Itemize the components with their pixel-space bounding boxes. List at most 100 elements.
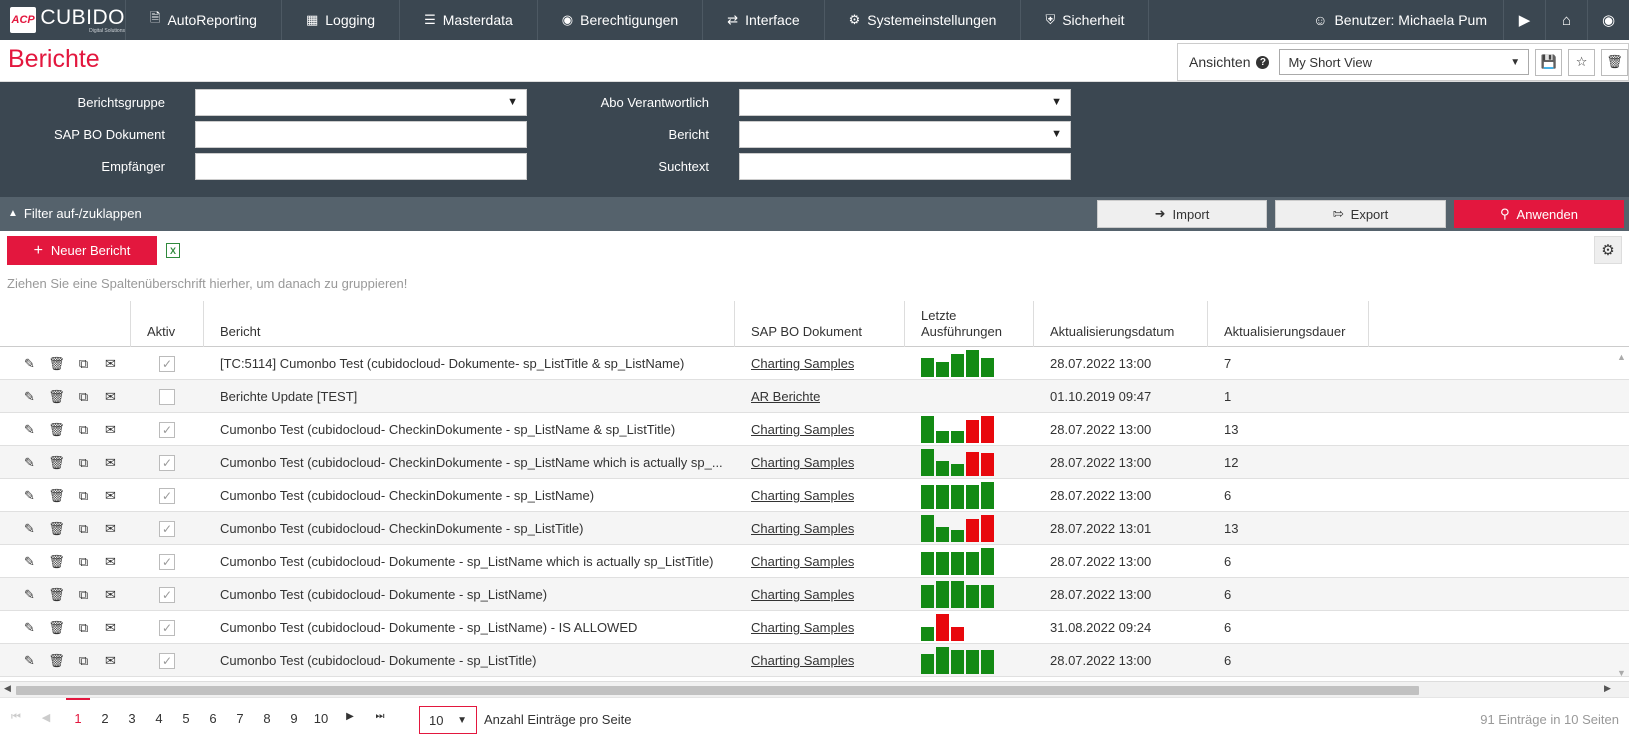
trash-icon[interactable]: 🗑 — [48, 388, 65, 404]
trash-icon[interactable]: 🗑 — [48, 454, 65, 470]
run-bar-ok[interactable] — [936, 527, 949, 542]
nav-sicherheit[interactable]: ⛨ Sicherheit — [1020, 0, 1150, 40]
run-bar-ok[interactable] — [966, 485, 979, 509]
edit-icon[interactable]: ✎ — [24, 355, 35, 371]
copy-icon[interactable]: ⧉ — [78, 619, 89, 635]
run-bar-fail[interactable] — [951, 627, 964, 641]
sap-bo-link[interactable]: Charting Samples — [751, 521, 855, 536]
copy-icon[interactable]: ⧉ — [78, 520, 89, 536]
run-bar-ok[interactable] — [981, 548, 994, 575]
table-row[interactable]: ✎ 🗑 ⧉ ✉ ✓ Cumonbo Test (cubidocloud- Dokument… — [0, 578, 1629, 611]
scrollbar-thumb[interactable] — [16, 686, 1419, 695]
edit-icon[interactable]: ✎ — [24, 520, 35, 536]
mail-icon[interactable]: ✉ — [105, 355, 116, 371]
run-bar-ok[interactable] — [921, 515, 934, 542]
trash-icon[interactable]: 🗑 — [48, 520, 65, 536]
run-bar-fail[interactable] — [966, 420, 979, 443]
sap-bo-link[interactable]: Charting Samples — [751, 422, 855, 437]
copy-icon[interactable]: ⧉ — [78, 421, 89, 437]
run-bar-ok[interactable] — [921, 358, 934, 377]
sap-bo-link[interactable]: Charting Samples — [751, 653, 855, 668]
export-button[interactable]: ⇰ Export — [1275, 200, 1446, 228]
run-bar-ok[interactable] — [951, 354, 964, 377]
run-bar-ok[interactable] — [936, 552, 949, 575]
scroll-up-arrow[interactable]: ▲ — [1617, 352, 1626, 362]
run-bar-ok[interactable] — [951, 581, 964, 608]
run-bar-ok[interactable] — [921, 552, 934, 575]
next-page-button[interactable]: ▶ — [346, 711, 354, 722]
run-bar-ok[interactable] — [981, 650, 994, 674]
run-bar-ok[interactable] — [921, 654, 934, 674]
run-bar-fail[interactable] — [966, 519, 979, 542]
prev-page-button[interactable]: ◀ — [41, 712, 51, 724]
sap-bo-link[interactable]: Charting Samples — [751, 587, 855, 602]
run-bar-ok[interactable] — [921, 627, 934, 641]
sap-bo-link[interactable]: Charting Samples — [751, 455, 855, 470]
first-page-button[interactable]: ⏮ — [11, 711, 21, 723]
abo-verantwortlich-select[interactable]: ▼ — [739, 89, 1071, 116]
run-bar-fail[interactable] — [981, 515, 994, 542]
grid-settings-button[interactable]: ⚙ — [1594, 236, 1622, 264]
sap-bo-link[interactable]: Charting Samples — [751, 488, 855, 503]
run-bar-ok[interactable] — [951, 552, 964, 575]
run-bar-ok[interactable] — [921, 416, 934, 443]
mail-icon[interactable]: ✉ — [105, 619, 116, 635]
edit-icon[interactable]: ✎ — [24, 553, 35, 569]
new-report-button[interactable]: + Neuer Bericht — [7, 236, 157, 265]
bericht-select[interactable]: ▼ — [739, 121, 1071, 148]
delete-view-button[interactable]: 🗑 — [1601, 48, 1629, 76]
col-aktiv[interactable]: Aktiv — [130, 301, 203, 347]
apply-button[interactable]: ⚲ Anwenden — [1454, 200, 1624, 228]
trash-icon[interactable]: 🗑 — [48, 355, 65, 371]
run-bar-ok[interactable] — [936, 581, 949, 608]
suchtext-input[interactable] — [739, 153, 1071, 180]
edit-icon[interactable]: ✎ — [24, 586, 35, 602]
aktiv-checkbox[interactable]: ✓ — [159, 421, 175, 438]
favorite-view-button[interactable]: ☆ — [1568, 48, 1596, 76]
trash-icon[interactable]: 🗑 — [48, 487, 65, 503]
page-6-button[interactable]: 6 — [209, 711, 217, 726]
run-bar-ok[interactable] — [951, 431, 964, 443]
play-button[interactable]: ▶ — [1503, 0, 1545, 40]
help-icon[interactable]: ? — [1256, 55, 1270, 69]
berichtsgruppe-select[interactable]: ▼ — [195, 89, 527, 116]
trash-icon[interactable]: 🗑 — [48, 652, 65, 668]
run-bar-ok[interactable] — [966, 350, 979, 377]
table-row[interactable]: ✎ 🗑 ⧉ ✉ ✓ Cumonbo Test (cubidocloud- CheckinD… — [0, 446, 1629, 479]
aktiv-checkbox[interactable]: ✓ — [159, 454, 175, 471]
aktiv-checkbox[interactable]: ✓ — [159, 553, 175, 570]
col-bericht[interactable]: Bericht — [203, 301, 734, 347]
run-bar-ok[interactable] — [921, 585, 934, 608]
copy-icon[interactable]: ⧉ — [78, 652, 89, 668]
mail-icon[interactable]: ✉ — [105, 454, 116, 470]
table-row[interactable]: ✎ 🗑 ⧉ ✉ ✓ Cumonbo Test (cubidocloud- Dokument… — [0, 611, 1629, 644]
aktiv-checkbox[interactable] — [159, 388, 175, 405]
aktiv-checkbox[interactable]: ✓ — [159, 652, 175, 669]
run-bar-ok[interactable] — [981, 585, 994, 608]
nav-berechtigungen[interactable]: ◉ Berechtigungen — [536, 0, 702, 40]
run-bar-ok[interactable] — [966, 552, 979, 575]
run-bar-ok[interactable] — [936, 647, 949, 674]
import-button[interactable]: ➜ Import — [1097, 200, 1267, 228]
aktiv-checkbox[interactable]: ✓ — [159, 520, 175, 537]
table-row[interactable]: ✎ 🗑 ⧉ ✉ ✓ Cumonbo Test (cubidocloud- Dokument… — [0, 644, 1629, 677]
mail-icon[interactable]: ✉ — [105, 421, 116, 437]
run-bar-ok[interactable] — [951, 530, 964, 542]
page-5-button[interactable]: 5 — [182, 711, 190, 726]
excel-export-icon[interactable]: X — [166, 243, 180, 258]
run-bar-ok[interactable] — [951, 464, 964, 476]
col-letzte[interactable]: Letzte Ausführungen — [904, 301, 1033, 347]
mail-icon[interactable]: ✉ — [105, 652, 116, 668]
edit-icon[interactable]: ✎ — [24, 454, 35, 470]
table-row[interactable]: ✎ 🗑 ⧉ ✉ ✓ Cumonbo Test (cubidocloud- CheckinD… — [0, 413, 1629, 446]
page-7-button[interactable]: 7 — [236, 711, 244, 726]
save-view-button[interactable]: 💾 — [1535, 48, 1563, 76]
trash-icon[interactable]: 🗑 — [48, 619, 65, 635]
mail-icon[interactable]: ✉ — [105, 553, 116, 569]
nav-systemeinstellungen[interactable]: ⚙ Systemeinstellungen — [823, 0, 1021, 40]
page-size-select[interactable]: 10 ▼ — [419, 706, 477, 734]
edit-icon[interactable]: ✎ — [24, 388, 35, 404]
edit-icon[interactable]: ✎ — [24, 619, 35, 635]
aktiv-checkbox[interactable]: ✓ — [159, 586, 175, 603]
views-select[interactable]: My Short View ▼ — [1279, 49, 1530, 75]
